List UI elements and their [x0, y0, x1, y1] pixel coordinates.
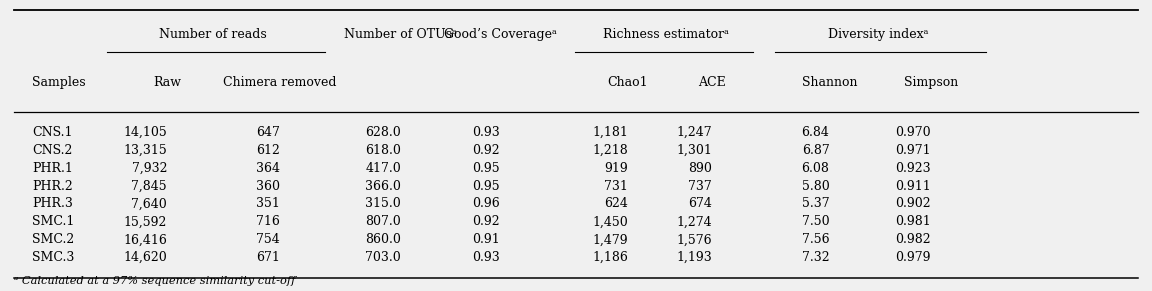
Text: 6.08: 6.08 [802, 162, 829, 175]
Text: Simpson: Simpson [903, 77, 958, 89]
Text: Shannon: Shannon [802, 77, 857, 89]
Text: 1,247: 1,247 [676, 126, 712, 139]
Text: SMC.2: SMC.2 [32, 233, 75, 246]
Text: 0.92: 0.92 [472, 215, 500, 228]
Text: 671: 671 [256, 251, 280, 264]
Text: Chimera removed: Chimera removed [223, 77, 336, 89]
Text: Good’s Coverageᵃ: Good’s Coverageᵃ [444, 29, 556, 41]
Text: 1,450: 1,450 [592, 215, 628, 228]
Text: 1,193: 1,193 [676, 251, 712, 264]
Text: 1,274: 1,274 [676, 215, 712, 228]
Text: 351: 351 [256, 198, 280, 210]
Text: 807.0: 807.0 [365, 215, 401, 228]
Text: 0.95: 0.95 [472, 162, 500, 175]
Text: 16,416: 16,416 [123, 233, 167, 246]
Text: SMC.3: SMC.3 [32, 251, 75, 264]
Text: 0.970: 0.970 [895, 126, 931, 139]
Text: PHR.1: PHR.1 [32, 162, 73, 175]
Text: 364: 364 [256, 162, 280, 175]
Text: 1,479: 1,479 [592, 233, 628, 246]
Text: 860.0: 860.0 [365, 233, 401, 246]
Text: 0.92: 0.92 [472, 144, 500, 157]
Text: CNS.1: CNS.1 [32, 126, 73, 139]
Text: 703.0: 703.0 [365, 251, 401, 264]
Text: 1,186: 1,186 [592, 251, 628, 264]
Text: ACE: ACE [698, 77, 726, 89]
Text: 7,640: 7,640 [131, 198, 167, 210]
Text: 5.37: 5.37 [802, 198, 829, 210]
Text: 0.95: 0.95 [472, 180, 500, 193]
Text: 624: 624 [604, 198, 628, 210]
Text: 0.971: 0.971 [895, 144, 931, 157]
Text: 5.80: 5.80 [802, 180, 829, 193]
Text: 366.0: 366.0 [365, 180, 401, 193]
Text: 7.32: 7.32 [802, 251, 829, 264]
Text: 647: 647 [256, 126, 280, 139]
Text: 0.979: 0.979 [895, 251, 931, 264]
Text: 7,845: 7,845 [131, 180, 167, 193]
Text: 6.84: 6.84 [802, 126, 829, 139]
Text: 919: 919 [604, 162, 628, 175]
Text: 1,301: 1,301 [676, 144, 712, 157]
Text: PHR.3: PHR.3 [32, 198, 73, 210]
Text: Number of reads: Number of reads [159, 29, 267, 41]
Text: 731: 731 [604, 180, 628, 193]
Text: 1,218: 1,218 [592, 144, 628, 157]
Text: 0.981: 0.981 [895, 215, 931, 228]
Text: 0.93: 0.93 [472, 251, 500, 264]
Text: Chao1: Chao1 [607, 77, 649, 89]
Text: 315.0: 315.0 [365, 198, 401, 210]
Text: 1,181: 1,181 [592, 126, 628, 139]
Text: 0.93: 0.93 [472, 126, 500, 139]
Text: PHR.2: PHR.2 [32, 180, 73, 193]
Text: 0.982: 0.982 [895, 233, 931, 246]
Text: 612: 612 [256, 144, 280, 157]
Text: 890: 890 [688, 162, 712, 175]
Text: Richness estimatorᵃ: Richness estimatorᵃ [602, 29, 729, 41]
Text: 360: 360 [256, 180, 280, 193]
Text: 628.0: 628.0 [365, 126, 401, 139]
Text: 14,105: 14,105 [123, 126, 167, 139]
Text: 754: 754 [256, 233, 280, 246]
Text: 6.87: 6.87 [802, 144, 829, 157]
Text: 7.50: 7.50 [802, 215, 829, 228]
Text: 0.911: 0.911 [895, 180, 931, 193]
Text: 0.91: 0.91 [472, 233, 500, 246]
Text: 15,592: 15,592 [123, 215, 167, 228]
Text: 1,576: 1,576 [676, 233, 712, 246]
Text: Diversity indexᵃ: Diversity indexᵃ [827, 29, 929, 41]
Text: ᵃ Calculated at a 97% sequence similarity cut-off: ᵃ Calculated at a 97% sequence similarit… [14, 276, 295, 286]
Text: 13,315: 13,315 [123, 144, 167, 157]
Text: 417.0: 417.0 [365, 162, 401, 175]
Text: Samples: Samples [32, 77, 86, 89]
Text: 674: 674 [688, 198, 712, 210]
Text: 0.923: 0.923 [895, 162, 931, 175]
Text: SMC.1: SMC.1 [32, 215, 75, 228]
Text: 0.96: 0.96 [472, 198, 500, 210]
Text: Raw: Raw [153, 77, 181, 89]
Text: Number of OTUsᵃ: Number of OTUsᵃ [344, 29, 457, 41]
Text: 7.56: 7.56 [802, 233, 829, 246]
Text: 737: 737 [688, 180, 712, 193]
Text: 14,620: 14,620 [123, 251, 167, 264]
Text: 716: 716 [256, 215, 280, 228]
Text: 618.0: 618.0 [365, 144, 401, 157]
Text: 0.902: 0.902 [895, 198, 931, 210]
Text: 7,932: 7,932 [131, 162, 167, 175]
Text: CNS.2: CNS.2 [32, 144, 73, 157]
